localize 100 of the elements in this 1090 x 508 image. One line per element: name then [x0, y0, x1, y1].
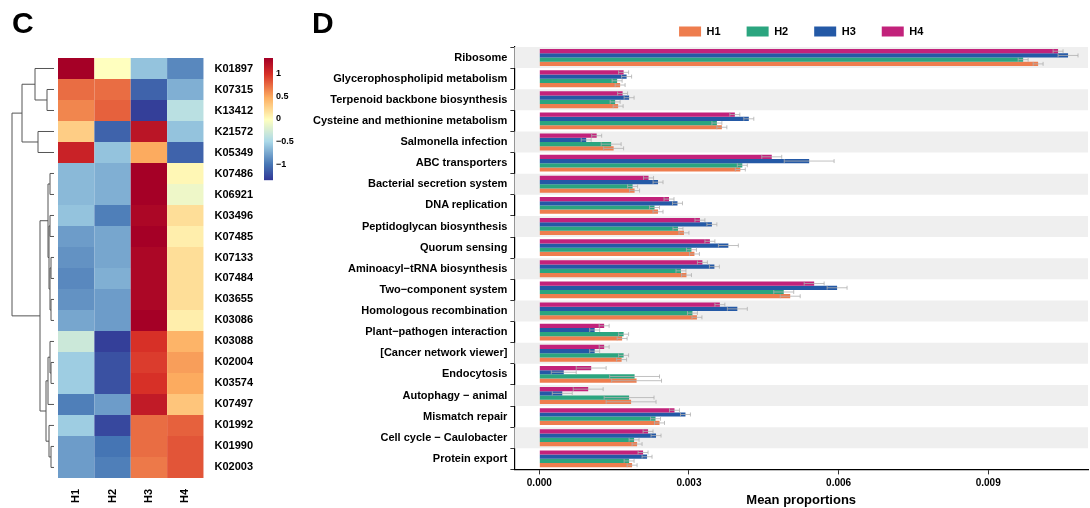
chart-title: C [12, 6, 34, 40]
bar [539, 154, 772, 159]
bar [539, 116, 749, 121]
y-tick-label: Plant−pathogen interaction [365, 325, 508, 338]
bar [539, 344, 605, 350]
bar [539, 336, 623, 341]
bar [539, 441, 638, 447]
bar [539, 332, 624, 337]
y-tick-label: K01897 [214, 61, 254, 74]
bar [539, 205, 655, 210]
legend-label: H4 [909, 24, 925, 37]
y-tick-label: K02003 [214, 460, 254, 473]
bar [539, 53, 1069, 58]
y-tick-label: ABC transporters [415, 156, 508, 169]
y-tick-label: Aminoacyl−tRNA biosynthesis [347, 261, 508, 274]
color-bar-label: −0.5 [276, 136, 294, 147]
bar [539, 323, 605, 328]
bar [539, 180, 659, 185]
color-bar-label: 0 [276, 113, 282, 124]
x-tick-label: 0.006 [826, 477, 852, 489]
bar [539, 230, 684, 235]
bar [539, 125, 722, 130]
bar [539, 175, 649, 181]
y-tick-label: K07315 [214, 82, 254, 95]
bar [539, 463, 633, 468]
bar [539, 226, 678, 231]
bar [539, 450, 644, 455]
y-tick-label: K07133 [214, 250, 254, 263]
bar [539, 243, 729, 248]
y-tick-label: K03496 [214, 208, 254, 221]
y-tick-label: K02004 [214, 355, 254, 368]
bar [539, 133, 597, 138]
bar [539, 91, 623, 96]
y-tick-label: K03088 [214, 334, 254, 347]
bar [539, 353, 624, 358]
bar [539, 120, 717, 126]
y-tick-label: K05349 [214, 145, 254, 158]
bar [539, 222, 712, 227]
y-tick-label: Cysteine and methionine metabolism [313, 113, 508, 126]
color-bar-label: 1 [276, 68, 282, 79]
bar [539, 146, 614, 151]
y-tick-label: Bacterial secretion system [367, 177, 508, 190]
bar [539, 264, 715, 269]
bar [539, 437, 635, 442]
y-tick-label: Mismatch repair [423, 409, 509, 422]
bar [539, 142, 612, 147]
bar [539, 285, 838, 290]
bar [539, 82, 621, 88]
y-tick-label: K13412 [214, 103, 254, 116]
bar [539, 289, 784, 295]
y-tick-label: Terpenoid backbone biosynthesis [330, 92, 508, 105]
bar [539, 218, 700, 223]
bar [539, 201, 678, 206]
y-tick-label: [Cancer network viewer] [380, 346, 508, 359]
bar [539, 306, 738, 311]
x-tick-label: H4 [178, 488, 191, 503]
bar [539, 412, 686, 417]
bar [539, 272, 687, 278]
bar [539, 420, 660, 426]
bar [539, 294, 791, 299]
bar [539, 78, 618, 83]
y-tick-label: K01992 [214, 418, 254, 431]
bar [539, 209, 659, 214]
bar [539, 61, 1039, 67]
x-tick-label: 0.009 [975, 477, 1002, 489]
x-tick-label: 0.000 [526, 477, 553, 489]
color-bar-label: 0.5 [276, 90, 289, 101]
bar [539, 74, 627, 79]
y-tick-label: K21572 [214, 124, 254, 137]
bar [539, 311, 693, 316]
y-tick-label: Protein export [432, 451, 508, 464]
y-tick-label: Autophagy − animal [402, 388, 508, 401]
y-tick-label: K06921 [214, 187, 254, 200]
y-tick-label: K01990 [214, 439, 254, 452]
x-axis-title: Mean proportions [746, 491, 857, 507]
y-tick-label: K03086 [214, 313, 254, 326]
bar [539, 395, 630, 400]
y-tick-label: Peptidoglycan biosynthesis [361, 219, 508, 232]
bar [539, 260, 703, 265]
bar [539, 268, 681, 273]
bar [539, 188, 635, 193]
bar [539, 70, 624, 75]
x-tick-label: H1 [69, 488, 82, 503]
bar [539, 458, 630, 464]
y-tick-label: K07486 [214, 166, 254, 179]
bar [539, 57, 1024, 62]
bar [539, 433, 657, 438]
bar [539, 49, 1059, 54]
chart-title: D [312, 6, 334, 40]
bar [539, 239, 710, 244]
bar [539, 95, 630, 100]
y-tick-label: K03655 [214, 292, 254, 305]
bar [539, 196, 669, 202]
legend-label: H2 [774, 24, 789, 37]
bar [539, 408, 675, 413]
y-tick-label: Salmonella infection [400, 135, 508, 148]
bar [539, 416, 656, 421]
y-tick-label: Endocytosis [441, 367, 508, 380]
bar [539, 281, 815, 286]
y-tick-label: Glycerophospholipid metabolism [333, 71, 508, 84]
